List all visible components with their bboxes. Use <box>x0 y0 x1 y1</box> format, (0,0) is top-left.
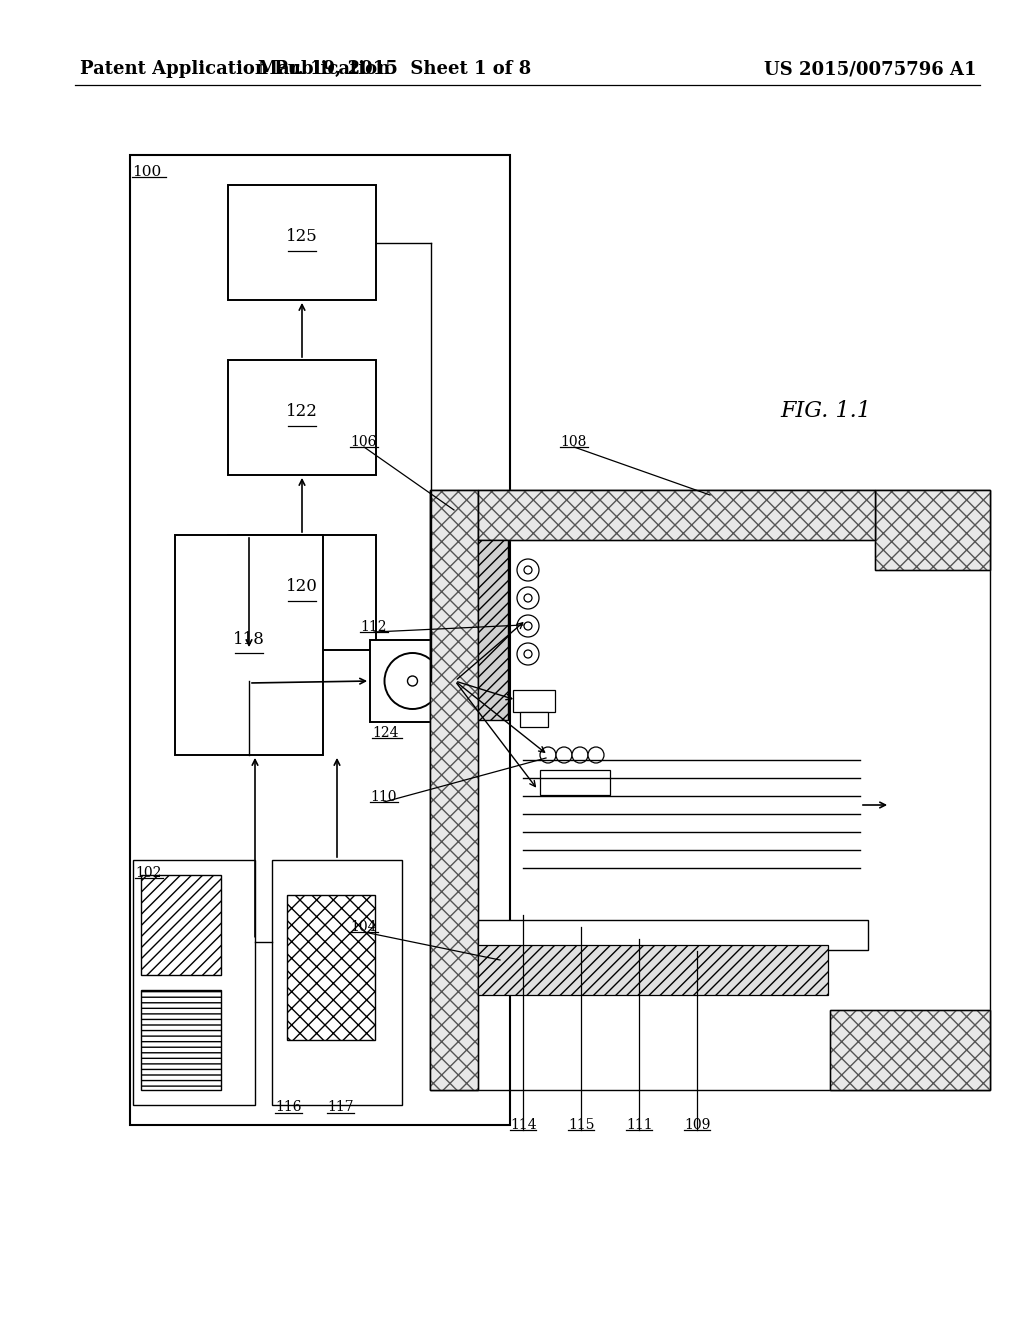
Bar <box>287 895 375 1040</box>
Text: 109: 109 <box>684 1118 711 1133</box>
Text: 114: 114 <box>510 1118 537 1133</box>
Text: 118: 118 <box>233 631 265 648</box>
Bar <box>228 360 376 475</box>
Bar <box>874 490 990 570</box>
Text: 117: 117 <box>327 1100 353 1114</box>
Text: 110: 110 <box>370 789 396 804</box>
Bar <box>478 540 508 719</box>
Bar <box>130 154 510 1125</box>
Text: US 2015/0075796 A1: US 2015/0075796 A1 <box>764 59 976 78</box>
Bar <box>272 861 402 1105</box>
Bar <box>478 490 874 540</box>
Text: 104: 104 <box>350 920 377 935</box>
Bar <box>228 535 376 649</box>
Circle shape <box>517 643 539 665</box>
Circle shape <box>572 747 588 763</box>
Circle shape <box>517 587 539 609</box>
Text: 111: 111 <box>626 1118 652 1133</box>
Bar <box>228 185 376 300</box>
Bar <box>478 490 874 540</box>
Text: Patent Application Publication: Patent Application Publication <box>80 59 390 78</box>
Circle shape <box>524 594 532 602</box>
Text: 124: 124 <box>372 726 398 741</box>
Circle shape <box>524 566 532 574</box>
Bar <box>540 770 610 795</box>
Circle shape <box>408 676 418 686</box>
Text: 112: 112 <box>360 620 386 634</box>
Bar <box>830 1010 990 1090</box>
Bar <box>830 1010 990 1090</box>
Circle shape <box>588 747 604 763</box>
Bar <box>370 640 455 722</box>
Bar <box>430 490 478 1090</box>
Bar <box>874 490 990 570</box>
Circle shape <box>517 558 539 581</box>
Bar <box>141 990 221 1090</box>
Bar <box>430 490 990 1090</box>
Text: FIG. 1.1: FIG. 1.1 <box>780 400 870 422</box>
Text: 108: 108 <box>560 436 587 449</box>
Circle shape <box>524 622 532 630</box>
Text: 122: 122 <box>286 403 317 420</box>
Bar <box>141 875 221 975</box>
Text: 102: 102 <box>135 866 162 880</box>
Bar <box>133 861 255 1105</box>
Text: 120: 120 <box>286 578 317 595</box>
Bar <box>478 945 828 995</box>
Circle shape <box>517 615 539 638</box>
Circle shape <box>556 747 572 763</box>
Text: Mar. 19, 2015  Sheet 1 of 8: Mar. 19, 2015 Sheet 1 of 8 <box>258 59 531 78</box>
Text: 100: 100 <box>132 165 161 180</box>
Bar <box>520 711 548 727</box>
Bar <box>430 490 478 1090</box>
Bar <box>175 535 323 755</box>
Text: 116: 116 <box>275 1100 301 1114</box>
Text: 106: 106 <box>350 436 377 449</box>
Bar <box>478 920 868 950</box>
Text: 115: 115 <box>568 1118 595 1133</box>
Bar <box>513 690 555 711</box>
Text: 125: 125 <box>286 228 317 246</box>
Circle shape <box>384 653 440 709</box>
Circle shape <box>540 747 556 763</box>
Circle shape <box>524 649 532 657</box>
